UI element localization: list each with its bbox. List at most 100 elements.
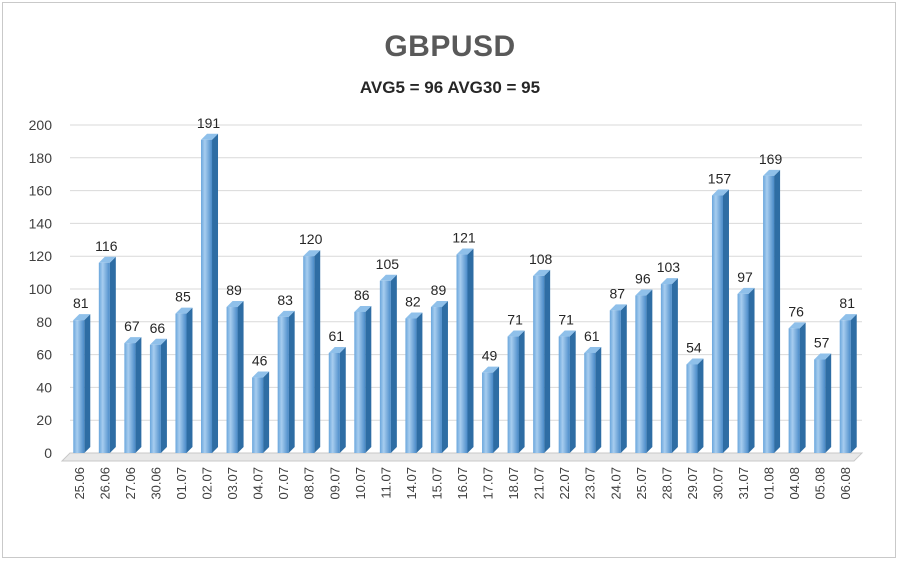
bar-front <box>379 280 391 453</box>
x-tick-label: 14.07 <box>404 467 419 500</box>
bar-04.07 <box>252 371 270 453</box>
data-label: 191 <box>197 115 221 131</box>
x-tick-label: 27.06 <box>123 467 138 500</box>
bar-17.07 <box>482 366 500 453</box>
data-label: 89 <box>226 282 242 298</box>
bar-25.07 <box>635 289 653 453</box>
y-tick-label: 40 <box>36 379 52 395</box>
bar-23.07 <box>584 346 602 453</box>
bar-top <box>558 330 576 337</box>
bar-top <box>788 322 806 329</box>
bar-front <box>711 195 723 453</box>
data-label: 157 <box>708 171 732 187</box>
x-tick-label: 22.07 <box>557 467 572 500</box>
bar-top <box>737 287 755 294</box>
bar-25.06 <box>73 314 91 453</box>
bars <box>73 133 857 453</box>
data-label: 116 <box>95 238 118 254</box>
chart-floor <box>60 452 864 462</box>
bar-16.07 <box>456 248 474 453</box>
bar-top <box>73 314 91 321</box>
y-axis-ticks: 0 20 40 60 80 100 120 140 160 180 200 <box>29 117 53 461</box>
data-label: 61 <box>328 328 344 344</box>
data-label: 103 <box>657 259 681 275</box>
bar-front <box>456 254 468 453</box>
data-label: 97 <box>737 269 753 285</box>
y-tick-label: 80 <box>36 314 52 330</box>
bar-side <box>671 278 678 453</box>
x-tick-label: 09.07 <box>327 467 342 500</box>
y-tick-label: 200 <box>29 117 53 133</box>
bar-21.07 <box>533 269 551 453</box>
bar-front <box>609 310 621 453</box>
bar-15.07 <box>430 301 448 453</box>
bar-side <box>160 338 167 453</box>
bar-front <box>98 262 110 453</box>
bar-front <box>303 256 315 453</box>
bar-01.07 <box>175 307 193 453</box>
x-tick-label: 26.06 <box>97 467 112 500</box>
bar-front <box>763 175 775 453</box>
bar-top <box>686 358 704 365</box>
bar-side <box>697 358 704 453</box>
bar-side <box>467 248 474 453</box>
bar-08.07 <box>303 250 321 453</box>
y-tick-label: 120 <box>29 248 53 264</box>
data-label: 169 <box>759 151 783 167</box>
x-tick-label: 31.07 <box>736 467 751 500</box>
bar-side <box>441 301 448 453</box>
bar-01.08 <box>763 169 781 453</box>
x-tick-label: 01.08 <box>762 467 777 500</box>
chart-subtitle: AVG5 = 96 AVG30 = 95 <box>359 78 541 97</box>
bar-02.07 <box>201 133 219 453</box>
bar-front <box>737 293 749 453</box>
bar-top <box>584 346 602 353</box>
bar-06.08 <box>839 314 857 453</box>
bar-28.07 <box>660 278 678 453</box>
bar-top <box>507 330 525 337</box>
bar-top <box>226 301 244 308</box>
bar-side <box>748 287 755 453</box>
bar-top <box>635 289 653 296</box>
bar-top <box>711 189 729 196</box>
bar-18.07 <box>507 330 525 453</box>
x-tick-label: 17.07 <box>481 467 496 500</box>
data-label: 120 <box>299 231 323 247</box>
bar-top <box>482 366 500 373</box>
data-label: 71 <box>507 312 523 328</box>
x-tick-label: 16.07 <box>455 467 470 500</box>
bar-front <box>252 377 264 453</box>
bar-top <box>456 248 474 255</box>
x-tick-label: 23.07 <box>583 467 598 500</box>
bar-front <box>430 307 442 453</box>
bar-side <box>493 366 500 453</box>
bar-front <box>201 139 213 453</box>
bar-side <box>825 353 832 453</box>
bar-side <box>799 322 806 453</box>
bar-side <box>263 371 270 453</box>
x-tick-label: 30.07 <box>710 467 725 500</box>
bar-front <box>149 344 161 453</box>
bar-top <box>98 256 116 263</box>
bar-side <box>237 301 244 453</box>
x-tick-label: 02.07 <box>200 467 215 500</box>
data-label: 108 <box>529 251 553 267</box>
bar-22.07 <box>558 330 576 453</box>
bar-side <box>646 289 653 453</box>
data-label: 96 <box>635 271 651 287</box>
bar-top <box>814 353 832 360</box>
data-label: 81 <box>73 295 89 311</box>
bar-front <box>839 320 851 453</box>
bar-side <box>595 346 602 453</box>
bar-front <box>277 316 289 453</box>
bar-front <box>635 295 647 453</box>
bar-side <box>314 250 321 453</box>
bar-front <box>533 275 545 453</box>
bar-26.06 <box>98 256 116 453</box>
data-label: 121 <box>452 230 476 246</box>
bar-top <box>609 304 627 311</box>
bar-front <box>226 307 238 453</box>
bar-side <box>109 256 116 453</box>
bar-top <box>303 250 321 257</box>
bar-front <box>175 313 187 453</box>
